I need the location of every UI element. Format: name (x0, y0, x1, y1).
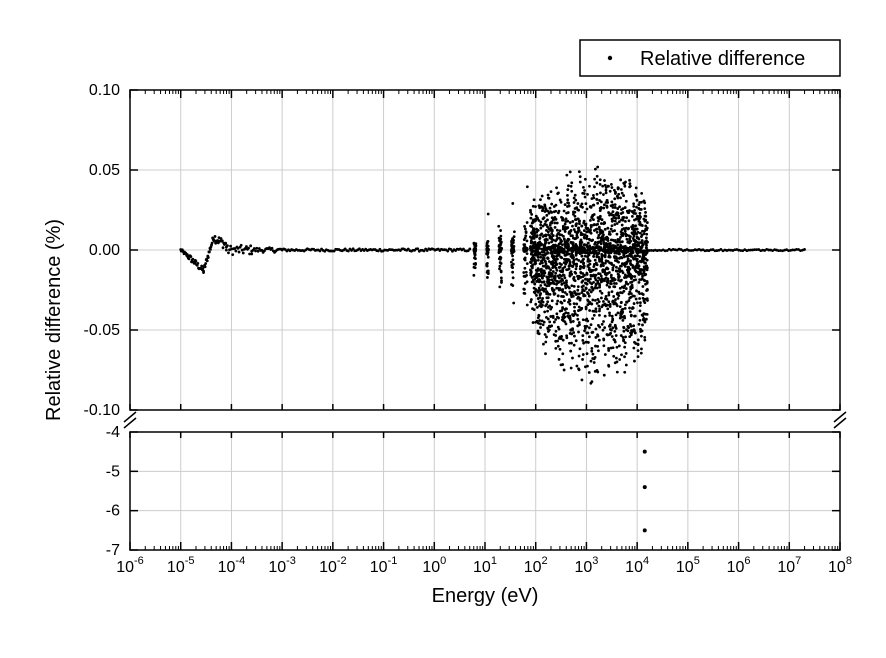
grid (130, 90, 840, 550)
x-tick-label: 107 (777, 555, 801, 576)
y-tick-label: -7 (106, 542, 120, 559)
x-tick-label: 103 (574, 555, 598, 576)
x-tick-label: 10-5 (167, 555, 195, 576)
x-tick-label: 105 (676, 555, 700, 576)
y-tick-label: 0.00 (89, 242, 120, 259)
tick-labels: 10-6 10-5 10-4 10-3 10-2 10-1 100 101 102 103 104 1… (84, 82, 852, 576)
y-tick-label: 0.05 (89, 162, 120, 179)
x-tick-label: 106 (727, 555, 751, 576)
x-axis-label: Energy (eV) (432, 585, 539, 607)
y-tick-label: -6 (106, 503, 120, 520)
y-tick-label: -0.10 (84, 402, 121, 419)
chart-container: 10-6 10-5 10-4 10-3 10-2 10-1 100 101 102 103 104 1… (20, 20, 886, 638)
legend: Relative difference (580, 40, 840, 76)
x-tick-label: 100 (422, 555, 446, 576)
x-tick-label: 101 (473, 555, 497, 576)
y-tick-label: -0.05 (84, 322, 121, 339)
scatter-chart: 10-6 10-5 10-4 10-3 10-2 10-1 100 101 102 103 104 1… (20, 20, 886, 638)
x-tick-label: 10-3 (268, 555, 296, 576)
y-axis-label: Relative difference (%) (43, 219, 65, 421)
data-points (179, 166, 806, 533)
y-tick-label: -4 (106, 424, 120, 441)
y-tick-label: 0.10 (89, 82, 120, 99)
x-tick-label: 10-4 (218, 555, 246, 576)
y-tick-label: -5 (106, 463, 120, 480)
legend-marker-icon (608, 56, 612, 60)
x-tick-label: 102 (524, 555, 548, 576)
x-tick-label: 108 (828, 555, 852, 576)
x-tick-label: 104 (625, 555, 649, 576)
legend-label: Relative difference (640, 48, 805, 70)
x-tick-label: 10-1 (370, 555, 398, 576)
x-tick-label: 10-6 (116, 555, 144, 576)
x-tick-label: 10-2 (319, 555, 347, 576)
